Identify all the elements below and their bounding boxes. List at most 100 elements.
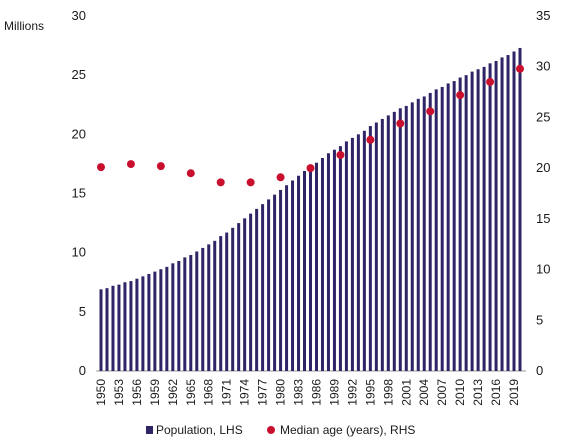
population-bar xyxy=(291,180,295,371)
population-bar xyxy=(464,75,468,372)
legend-label-median-age: Median age (years), RHS xyxy=(280,423,415,437)
population-bar xyxy=(458,77,462,371)
x-tick-label: 1974 xyxy=(238,379,252,406)
population-bar xyxy=(183,257,187,371)
population-bar xyxy=(207,244,211,371)
population-bar xyxy=(189,255,193,371)
population-bar xyxy=(446,83,450,371)
x-tick-label: 1962 xyxy=(166,379,180,406)
population-bar xyxy=(141,276,145,371)
right-tick-label: 5 xyxy=(536,312,543,327)
right-tick-label: 35 xyxy=(536,8,550,23)
left-tick-label: 20 xyxy=(72,126,86,141)
population-bar xyxy=(117,284,121,371)
population-bar xyxy=(273,194,277,371)
right-tick-label: 20 xyxy=(536,160,550,175)
median-age-point xyxy=(246,178,255,187)
population-bar xyxy=(111,285,115,371)
population-bar xyxy=(99,289,103,371)
x-tick-label: 1950 xyxy=(94,379,108,406)
population-bar xyxy=(404,105,408,372)
population-bar xyxy=(374,122,378,371)
population-bar xyxy=(488,63,492,371)
population-bar xyxy=(165,266,169,371)
legend: Population, LHS Median age (years), RHS xyxy=(146,423,415,437)
x-tick-label: 2013 xyxy=(471,379,485,406)
left-tick-label: 0 xyxy=(79,363,86,378)
median-age-point xyxy=(276,173,285,182)
population-bar xyxy=(201,247,205,371)
right-axis: 0 5 10 15 20 25 30 35 xyxy=(536,8,550,378)
x-tick-label: 1992 xyxy=(345,379,359,406)
population-bar xyxy=(105,288,109,371)
median-age-points xyxy=(97,64,524,187)
x-tick-label: 1965 xyxy=(184,379,198,406)
median-age-point xyxy=(306,164,315,173)
population-bar xyxy=(440,87,444,371)
population-bar xyxy=(500,57,504,372)
population-bar xyxy=(219,236,223,371)
population-bar xyxy=(380,118,384,371)
x-tick-label: 1977 xyxy=(256,379,270,406)
population-bar xyxy=(416,98,420,371)
x-tick-label: 2019 xyxy=(507,379,521,406)
x-tick-label: 2007 xyxy=(435,379,449,406)
population-bars xyxy=(99,47,522,372)
median-age-point xyxy=(126,160,135,169)
right-tick-label: 10 xyxy=(536,262,550,277)
x-axis: 1950 1953 1956 1959 1962 1965 1968 1971 1974 1977… xyxy=(94,379,521,406)
population-bar xyxy=(362,130,366,371)
median-age-point xyxy=(97,163,105,172)
median-age-point xyxy=(396,119,405,128)
median-age-point xyxy=(216,178,225,187)
population-bar xyxy=(320,158,324,371)
x-tick-label: 2010 xyxy=(453,379,467,406)
population-bar xyxy=(303,171,307,371)
population-bar xyxy=(153,271,157,371)
left-axis: 0 5 10 15 20 25 30 xyxy=(72,8,86,378)
left-unit-label: Millions xyxy=(4,19,44,33)
median-age-point xyxy=(516,64,524,73)
population-bar xyxy=(482,66,486,371)
population-bar xyxy=(332,149,336,371)
population-bar xyxy=(123,282,127,371)
population-bar xyxy=(452,81,456,371)
left-tick-label: 30 xyxy=(72,8,86,23)
population-bar xyxy=(326,153,330,371)
population-bar xyxy=(398,108,402,372)
population-bar xyxy=(386,115,390,372)
left-tick-label: 5 xyxy=(79,304,86,319)
median-age-point xyxy=(156,162,165,171)
x-tick-label: 2001 xyxy=(399,379,413,406)
population-bar xyxy=(410,102,414,371)
x-tick-label: 1968 xyxy=(202,379,216,406)
population-bar xyxy=(159,269,163,371)
x-tick-label: 2004 xyxy=(417,379,431,406)
population-bar xyxy=(231,227,235,371)
x-tick-label: 1983 xyxy=(292,379,306,406)
left-tick-label: 10 xyxy=(72,245,86,260)
legend-swatch-median-age xyxy=(267,426,275,434)
population-bar xyxy=(213,240,217,371)
median-age-point xyxy=(186,169,195,178)
right-tick-label: 30 xyxy=(536,59,550,74)
x-tick-label: 1971 xyxy=(220,379,234,406)
legend-label-population: Population, LHS xyxy=(156,423,243,437)
legend-swatch-population xyxy=(146,426,153,434)
population-bar xyxy=(518,47,522,371)
x-tick-label: 2016 xyxy=(489,379,503,406)
x-tick-label: 1953 xyxy=(112,379,126,406)
population-bar xyxy=(494,60,498,371)
right-tick-label: 0 xyxy=(536,363,543,378)
population-bar xyxy=(237,223,241,371)
population-bar xyxy=(434,89,438,372)
x-tick-label: 1998 xyxy=(381,379,395,406)
population-bar xyxy=(195,251,199,371)
median-age-point xyxy=(456,91,465,100)
population-bar xyxy=(135,278,139,371)
x-tick-label: 1989 xyxy=(327,379,341,406)
right-tick-label: 25 xyxy=(536,109,550,124)
right-tick-label: 15 xyxy=(536,211,550,226)
median-age-point xyxy=(366,135,375,144)
population-bar xyxy=(428,92,432,372)
